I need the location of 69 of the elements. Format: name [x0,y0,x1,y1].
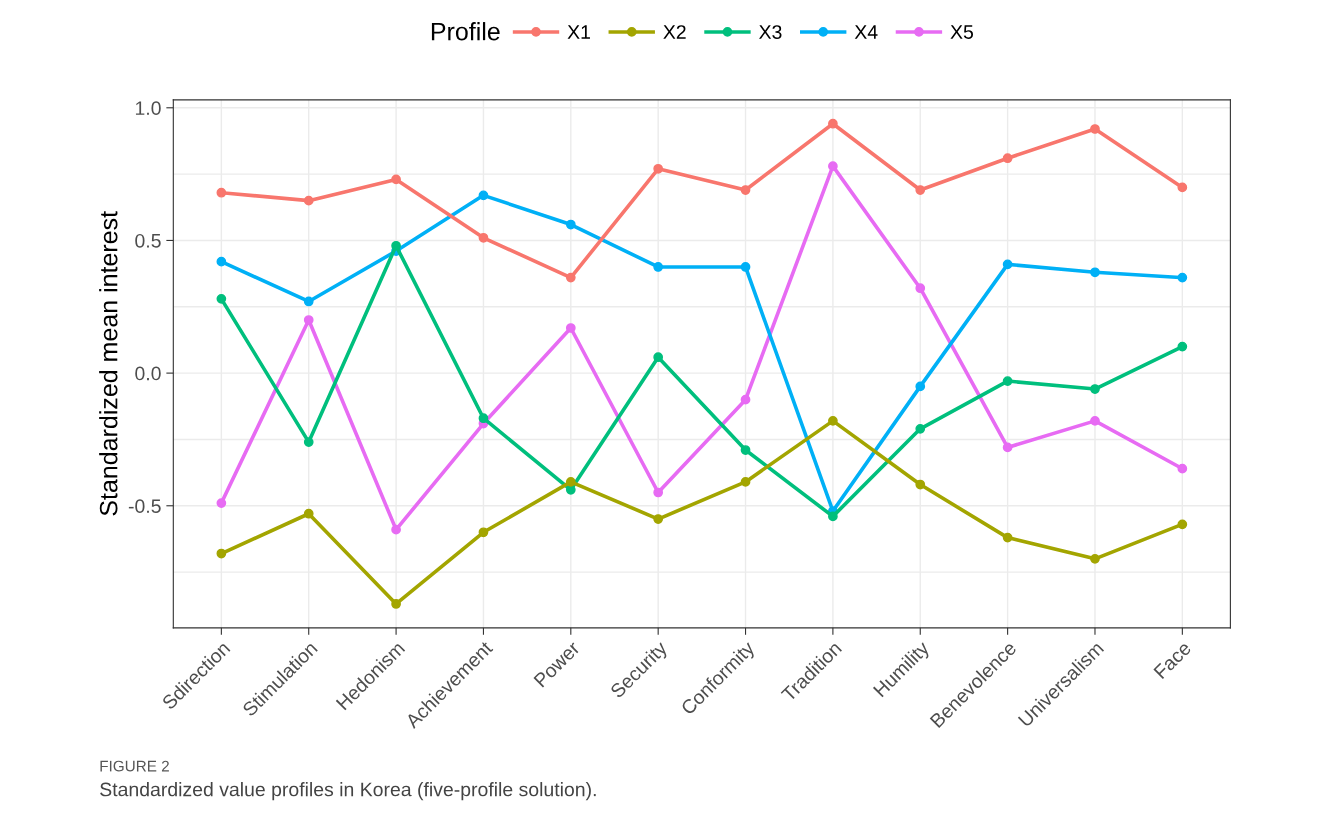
point [391,240,401,251]
legend-title: Profile [431,22,500,41]
point [303,315,314,325]
y-tick-label: 1.0 [135,101,161,116]
point [740,445,751,455]
point [828,416,838,426]
point [740,477,751,487]
point [303,437,314,447]
y-tick-label: 0.5 [135,233,161,248]
point [478,413,489,424]
point [303,508,314,519]
y-axis-title: Standardized mean interest [99,211,118,516]
point [653,352,664,363]
point [915,283,926,294]
caption: FIGURE 2 [100,760,169,772]
legend-label: X4 [854,25,878,39]
point [915,479,926,490]
point [828,511,838,522]
legend-label: X3 [759,25,782,39]
point [216,548,227,559]
point [1002,153,1013,164]
point [565,477,576,487]
y-tick-label: 0.0 [135,366,161,381]
point [1177,182,1188,193]
point [216,498,227,508]
point [391,599,401,609]
point [915,423,926,434]
point [478,232,489,243]
point [653,262,664,272]
point [1090,553,1100,564]
point [1002,376,1013,386]
point [1002,259,1013,270]
point [391,174,401,185]
point [391,524,401,535]
point [915,381,926,392]
point [565,272,576,283]
point [1090,124,1100,134]
text: Standardized value profiles in Korea (five-profile solution). [100,782,596,801]
legend-label: X1 [567,25,590,39]
point [1090,267,1100,278]
legend-label: X2 [663,25,686,39]
point [303,296,314,307]
point [1002,532,1013,543]
point [1177,463,1188,474]
point [653,487,664,498]
point [1177,519,1188,530]
y-tick-label: -0.5 [128,499,161,514]
point [216,293,227,304]
point [303,195,314,206]
point [216,187,227,198]
point [740,185,751,195]
point [1177,341,1188,352]
legend-label: X5 [950,25,974,39]
point [478,527,489,538]
point [478,190,489,201]
point [653,514,664,524]
point [216,256,227,267]
point [828,161,838,172]
point [565,219,576,230]
point [1177,272,1188,283]
point [828,118,838,129]
point [740,262,751,272]
point [565,323,576,333]
point [915,185,926,195]
point [1090,416,1100,426]
point [653,163,664,174]
point [1090,384,1100,394]
point [1002,442,1013,453]
point [740,394,751,405]
